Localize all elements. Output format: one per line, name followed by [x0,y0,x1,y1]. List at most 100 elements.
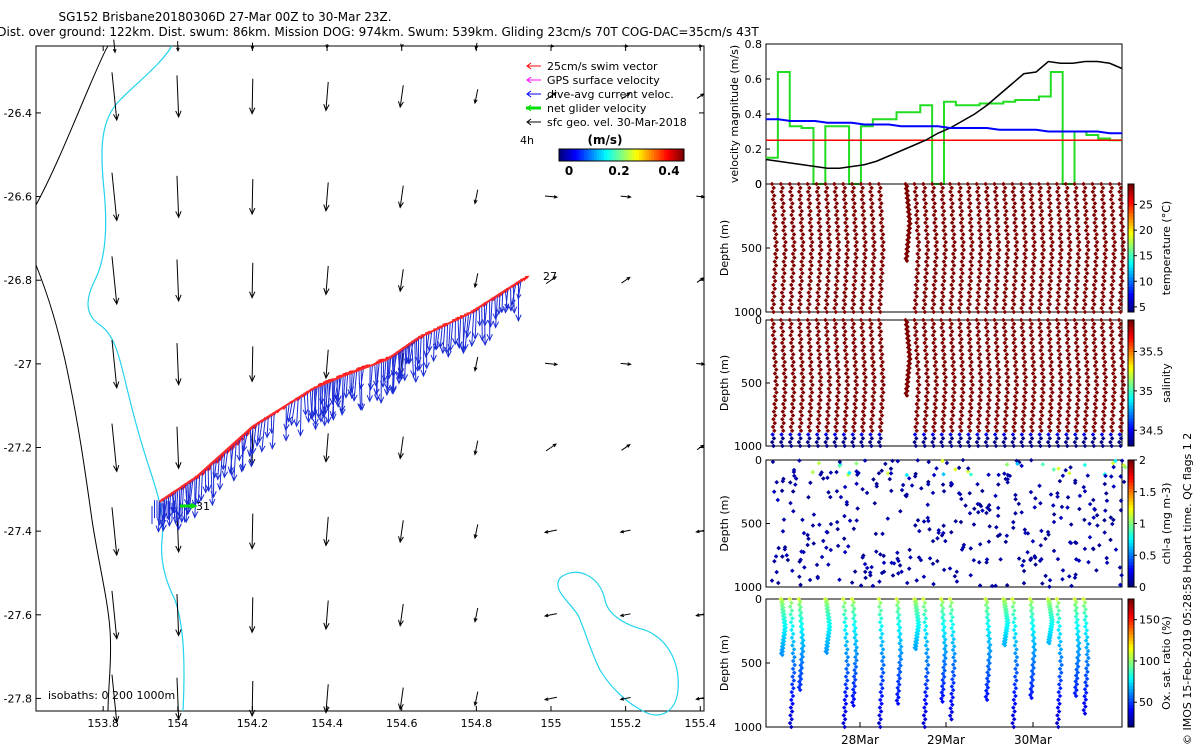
legend-arrowhead [526,90,532,98]
temperature-sample-point [787,189,793,195]
salinity-sample-point [1073,417,1079,422]
temperature-sample-point [771,309,776,315]
geo-vector-head [113,297,120,306]
salinity-sample-point [933,405,939,411]
salinity-sample-point [958,329,964,334]
oxygen-colorbar-cell [1128,717,1134,722]
temperature-sample-point [1120,224,1126,229]
geo-vector-shaft [621,92,631,100]
temperature-sample-point [969,270,974,276]
dive-avg-vector-head [389,387,396,395]
oxygen-sample-point [940,699,945,705]
salinity-sample-point [774,375,779,380]
salinity-sample-point [844,359,850,365]
salinity-sample-point [943,382,949,388]
salinity-sample-point [871,352,876,357]
salinity-sample-point [878,443,883,449]
temperature-sample-point [994,294,1000,299]
oxygen-sample-point [791,639,796,644]
salinity-sample-point [1090,432,1096,437]
geo-vector [545,443,557,452]
salinity-sample-point [917,382,922,388]
colorbar-cell [584,149,587,161]
temperature-sample-point [876,189,882,195]
chla-sample-point [791,509,796,514]
salinity-sample-point [1040,378,1045,384]
salinity-sample-point [1063,325,1069,330]
salinity-sample-point [1021,355,1026,361]
oxygen-sample-point [949,618,954,624]
salinity-sample-point [1099,439,1104,445]
geo-vector-head [249,291,256,299]
salinity-sample-point [1013,371,1018,376]
temperature-sample-point [974,189,980,195]
chla-sample-point [1077,493,1083,499]
oxygen-sample-point [938,596,944,602]
temperature-sample-point [789,193,795,198]
temperature-sample-point [1056,301,1061,307]
temperature-sample-point [789,301,794,307]
salinity-sample-point [932,363,938,369]
temperature-sample-point [1077,239,1082,245]
temperature-sample-point [771,193,777,198]
salinity-sample-point [1091,348,1097,353]
temperature-sample-point [934,247,940,253]
salinity-sample-point [1083,363,1089,369]
oxygen-sample-point [790,651,796,656]
salinity-sample-point [1073,340,1079,346]
temperature-sample-point [970,255,975,260]
temperature-sample-point [959,201,964,206]
dive-avg-vector-head [390,370,398,378]
temperature-sample-point [951,224,957,229]
temperature-sample-point [843,294,848,299]
temperature-sample-point [780,301,786,307]
geo-vector-shaft [399,185,404,208]
salinity-sample-point [977,420,982,426]
oxygen-sample-point [943,649,949,655]
chla-sample-point [1069,583,1074,589]
salinity-sample-point [923,428,928,433]
oxygen-sample-point [881,662,886,668]
chla-colorbar-cell [1128,577,1134,582]
temperature-sample-point [817,208,822,214]
temperature-sample-point [939,298,944,303]
salinity-sample-point [769,439,775,445]
geo-vector-head [695,613,700,617]
salinity-sample-point [1119,401,1124,407]
geo-vector-head [543,613,549,618]
temperature-sample-point [869,267,875,272]
temperature-sample-point [1037,197,1043,202]
salinity-sample-point [1013,405,1019,411]
temperature-sample-point [824,185,830,191]
temperature-sample-point [843,228,849,233]
oxygen-colorbar-cell [1128,621,1134,626]
temperature-sample-point [1002,290,1007,295]
oxygen-sample-point [878,716,883,722]
salinity-sample-point [1082,348,1088,353]
temperature-sample-point [1038,309,1043,315]
salinity-sample-point [806,443,812,449]
salinity-sample-point [861,371,867,376]
salinity-sample-point [994,363,1000,369]
temperature-sample-point [773,224,779,229]
chla-sample-point [931,581,936,587]
chla-colorbar-cell [1128,501,1134,505]
chla-colorbar-cell [1128,485,1134,490]
temperature-sample-point [861,208,867,214]
temperature-sample-point [1059,255,1064,260]
salinity-sample-point [877,340,883,346]
salinity-sample-point [870,394,875,399]
salinity-sample-point [923,336,929,342]
temperature-sample-point [1029,220,1035,226]
temperature-sample-point [1075,208,1080,214]
geo-vector-shaft [399,269,404,292]
temperature-sample-point [800,270,805,276]
chla-colorbar-cell [1128,460,1134,464]
temperature-sample-point [941,267,946,272]
temperature-sample-point [986,251,992,257]
temperature-sample-point [950,294,955,299]
salinity-sample-point [1109,340,1114,346]
chla-sample-point [1102,530,1107,535]
map-ytick-label: -26.6 [4,191,32,204]
dive-avg-vector-head [477,320,483,327]
